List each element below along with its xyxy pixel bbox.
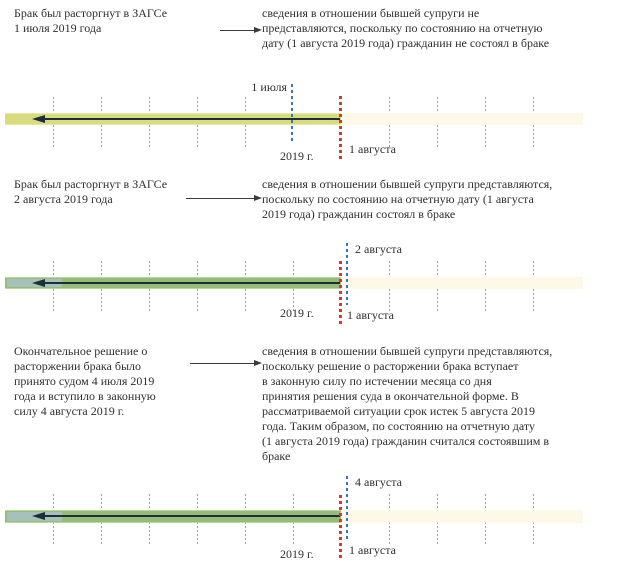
after-report-bar	[341, 113, 583, 125]
axis-arrowhead-icon	[32, 512, 45, 520]
timeline-axis-line	[44, 515, 340, 517]
after-report-bar	[341, 510, 583, 523]
report-date-line	[339, 261, 342, 325]
arrowhead-icon	[254, 26, 262, 33]
case2-timeline: 2 августа 2019 г. 1 августа	[0, 240, 617, 330]
case2-connector-arrow	[186, 194, 262, 201]
report-date-label: 1 августа	[347, 308, 394, 322]
event-date-label: 1 июля	[251, 80, 287, 94]
case1-explanation: сведения в отношении бывшей супруги не п…	[262, 6, 550, 50]
year-label: 2019 г.	[280, 149, 314, 163]
report-date-label: 1 августа	[349, 543, 396, 557]
year-label: 2019 г.	[280, 547, 314, 561]
arrowhead-icon	[254, 359, 262, 366]
axis-arrowhead-icon	[32, 115, 45, 123]
arrowhead-icon	[254, 194, 262, 201]
case3-timeline: 4 августа 2019 г. 1 августа	[0, 470, 617, 575]
year-label: 2019 г.	[280, 306, 314, 320]
case3-explanation: сведения в отношении бывшей супруги пред…	[262, 344, 553, 463]
event-date-line	[291, 84, 293, 142]
case1-timeline: 1 июля 2019 г. 1 августа	[0, 80, 617, 170]
timeline-axis-line	[44, 282, 340, 284]
report-date-label: 1 августа	[349, 142, 396, 156]
event-date-label: 2 августа	[355, 242, 402, 256]
case1-connector-arrow	[220, 26, 262, 33]
event-date-line	[346, 476, 348, 541]
case2-explanation: сведения в отношении бывшей супруги пред…	[262, 177, 553, 221]
case1-description: Брак был расторгнут в ЗАГСе 1 июля 2019 …	[14, 6, 168, 35]
event-date-label: 4 августа	[355, 475, 402, 489]
timeline-axis-line	[44, 118, 340, 120]
case3-connector-arrow	[190, 359, 262, 366]
report-date-line	[339, 96, 342, 162]
event-date-line	[346, 243, 348, 305]
case2-description: Брак был расторгнут в ЗАГСе 2 августа 20…	[14, 177, 168, 206]
case3-description: Окончательное решение о расторжении брак…	[14, 344, 156, 418]
report-date-line	[339, 495, 342, 559]
axis-arrowhead-icon	[32, 279, 45, 287]
after-report-bar	[341, 277, 583, 289]
